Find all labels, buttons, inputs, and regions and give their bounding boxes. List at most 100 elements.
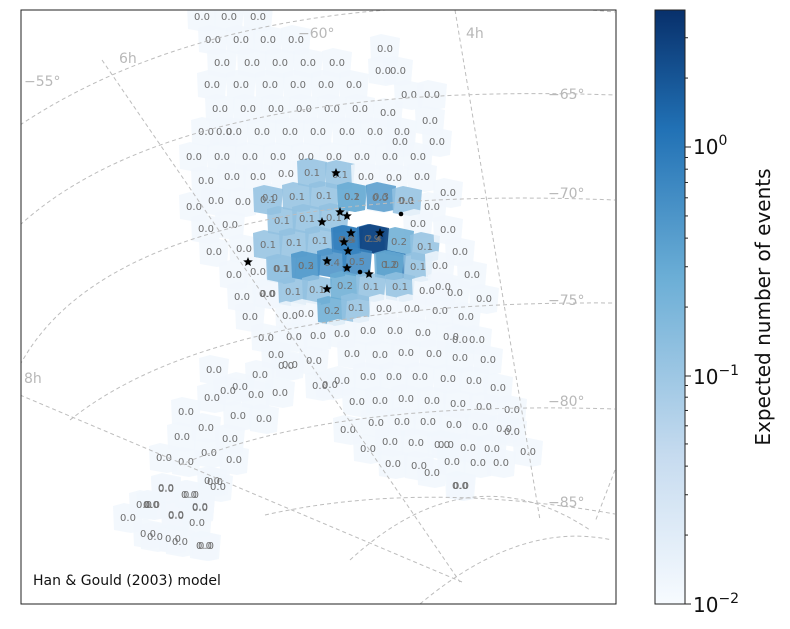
tile-value-label: 0.0 [446,420,462,431]
tile-value-label: 0.0 [372,193,388,204]
tile-value-label: 0.0 [420,417,436,428]
sky-tile [201,186,231,216]
sky-tile [205,94,235,124]
sky-tile [337,339,367,369]
tile-value-label: 0.0 [426,349,442,360]
sky-tile [265,378,295,408]
tile-value-label: 0.0 [204,476,220,487]
sky-tile [297,158,327,188]
sky-tile [353,362,383,392]
sky-tile [209,117,239,147]
tile-value-label: 0.0 [424,396,440,407]
sky-tile [266,254,296,284]
tile-value-label: 0.0 [424,90,440,101]
tile-value-label: 0.0 [174,432,190,443]
tile-value-label: 0.0 [493,458,509,469]
model-annotation: Han & Gould (2003) model [33,573,221,589]
tile-value-label: 0.0 [452,247,468,258]
tile-value-label: 0.0 [443,332,459,343]
sky-tile [191,413,221,443]
tile-value-label: 0.2 [344,192,360,203]
tile-value-label: 0.0 [438,440,454,451]
sky-tile [391,338,421,368]
tile-value-label: 0.1 [312,236,328,247]
tile-value-label: 0.0 [306,356,322,367]
tile-value-label: 0.0 [224,172,240,183]
tile-value-label: 0.0 [380,108,396,119]
tile-value-label: 0.0 [205,35,221,46]
tile-value-label: 0.0 [252,370,268,381]
tile-value-label: 0.0 [196,541,212,552]
tile-value-label: 0.1 [260,195,276,206]
tile-value-label: 0.0 [254,127,270,138]
sky-tile [223,401,253,431]
tile-value-label: 0.0 [415,328,431,339]
tile-value-label: 0.0 [490,383,506,394]
tile-value-label: 0.0 [372,396,388,407]
sky-tile [197,70,227,100]
tile-value-label: 0.0 [334,376,350,387]
tile-value-label: 0.0 [382,152,398,163]
tile-value-label: 0.0 [424,468,440,479]
tile-value-label: 0.0 [411,461,427,472]
tile-value-label: 0.0 [387,326,403,337]
sky-tile [271,159,301,189]
tile-value-label: 0.1 [273,264,289,275]
tile-value-label: 0.0 [192,502,208,513]
sky-tile [261,94,291,124]
sky-tile [445,471,475,501]
tile-value-label: 0.0 [435,282,451,293]
sky-tile [241,380,271,410]
tile-value-label: 0.0 [382,437,398,448]
tile-value-label: 0.0 [250,12,266,23]
tile-value-label: 0.0 [282,127,298,138]
tile-value-label: 0.0 [504,427,520,438]
tile-value-label: 0.0 [404,304,420,315]
tile-value-label: 0.0 [310,127,326,138]
tile-value-label: 0.0 [440,188,456,199]
sky-tile [405,362,435,392]
dec-label: −55° [24,74,61,90]
tile-value-label: 0.0 [214,58,230,69]
tile-value-label: 0.1 [363,282,379,293]
tile-value-label: 0.0 [178,407,194,418]
tile-value-label: 0.1 [299,214,315,225]
tile-value-label: 0.0 [194,12,210,23]
sky-tile [339,70,369,100]
tile-value-label: 0.0 [222,220,238,231]
tile-value-label: 0.0 [262,193,278,204]
tile-value-label: 0.1 [260,240,276,251]
tile-value-label: 0.9 [364,234,380,245]
event-star-marker [335,207,345,216]
tile-value-label: 0.0 [440,374,456,385]
tile-value-label: 0.1 [289,192,305,203]
sky-tile [171,447,201,477]
sky-tile [283,70,313,100]
tile-value-label: 0.0 [422,116,438,127]
tile-value-label: 0.0 [178,457,194,468]
sky-tile [253,25,283,55]
sky-tile [483,373,513,403]
tile-value-label: 0.0 [450,399,466,410]
tile-value-label: 0.0 [120,513,136,524]
sky-tile [281,25,311,55]
sky-tile [253,230,283,260]
sky-tile [407,162,437,192]
tile-value-label: 0.0 [216,127,232,138]
tile-value-label: 0.0 [398,394,414,405]
colorbar-tick-label: 10−2 [693,591,739,617]
map-panel: 0.0 0.0 0.00.0 0.0 0.0 0.00.0 0.0 0.0 0.0 0.00.00… [21,10,616,604]
sky-tile [228,187,258,217]
sky-tile [311,70,341,100]
tile-value-label: 0.0 [318,80,334,91]
dec-circle [69,302,616,421]
tile-value-label: 0.0 [186,202,202,213]
colorbar-tick-label: 10−1 [693,363,739,389]
tile-value-label: 0.1 [348,303,364,314]
tile-value-label: 0.0 [158,483,174,494]
tile-value-label: 0.1 [332,170,348,181]
tile-value-label: 0.1 [344,192,360,203]
tile-value-label: 0.1 [285,287,301,298]
dec-circle [21,93,616,225]
colorbar: 100 10−1 10−2 Expected number of events [654,9,775,617]
